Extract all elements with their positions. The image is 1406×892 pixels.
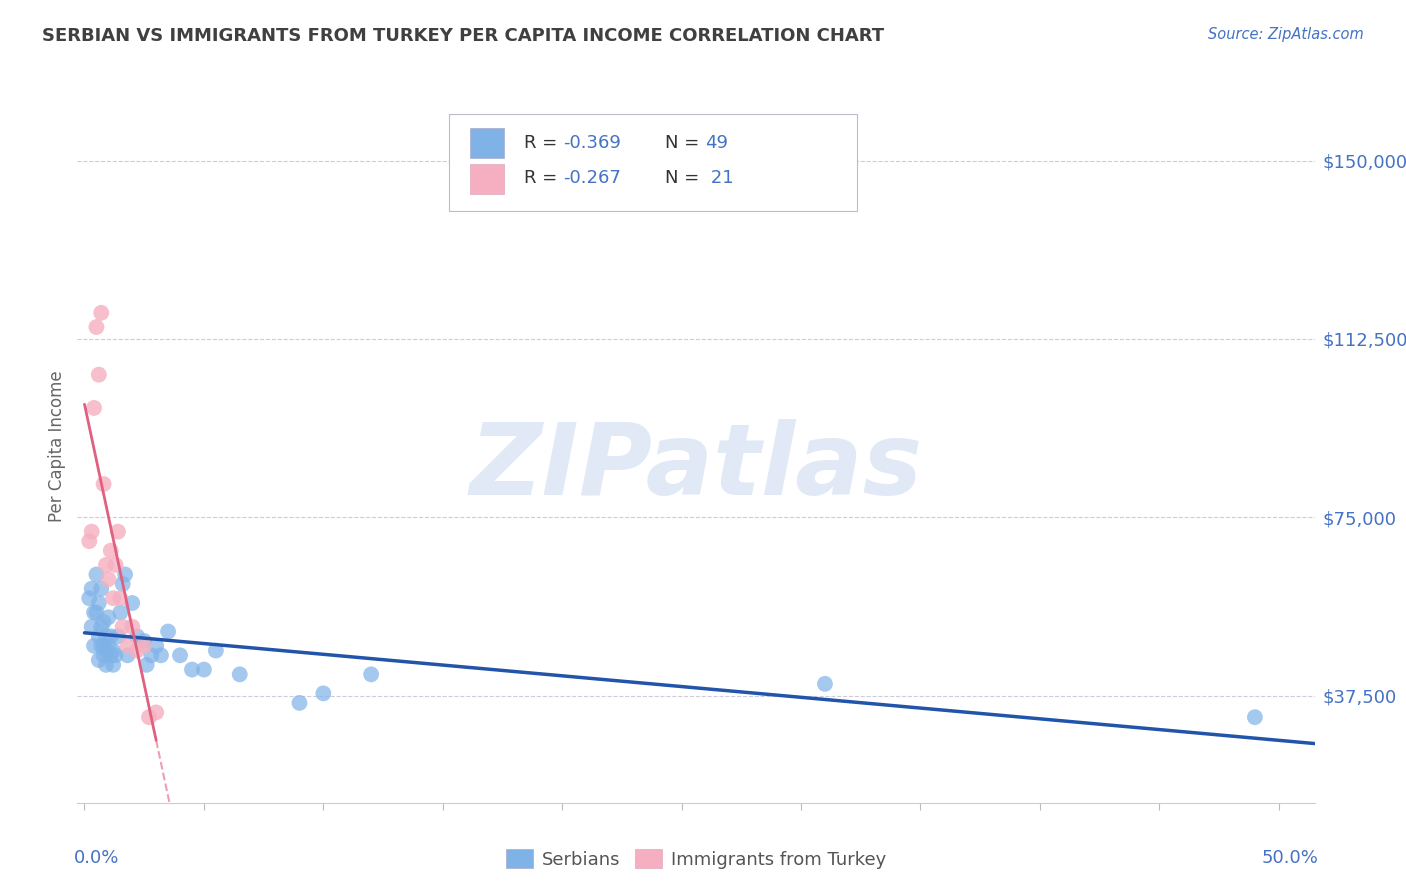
Point <box>111 577 134 591</box>
FancyBboxPatch shape <box>449 114 856 211</box>
Point <box>107 629 129 643</box>
Point <box>169 648 191 663</box>
Point <box>97 572 120 586</box>
Legend: Serbians, Immigrants from Turkey: Serbians, Immigrants from Turkey <box>499 842 893 876</box>
Text: ZIPatlas: ZIPatlas <box>470 419 922 516</box>
Point <box>80 582 103 596</box>
Point <box>101 657 124 672</box>
Point <box>93 639 115 653</box>
Point <box>83 606 105 620</box>
Point <box>125 643 148 657</box>
Point <box>93 648 115 663</box>
Point <box>94 657 117 672</box>
Point <box>80 620 103 634</box>
Point <box>312 686 335 700</box>
Point <box>90 639 112 653</box>
Text: SERBIAN VS IMMIGRANTS FROM TURKEY PER CAPITA INCOME CORRELATION CHART: SERBIAN VS IMMIGRANTS FROM TURKEY PER CA… <box>42 27 884 45</box>
Point <box>134 634 156 648</box>
Point <box>157 624 180 639</box>
Point <box>93 615 115 629</box>
Point <box>90 582 112 596</box>
Point <box>86 606 108 620</box>
Point <box>107 524 129 539</box>
Point <box>134 639 156 653</box>
Point <box>94 629 117 643</box>
Point <box>135 657 157 672</box>
Text: 0.0%: 0.0% <box>73 849 120 867</box>
Point <box>94 558 117 572</box>
Y-axis label: Per Capita Income: Per Capita Income <box>48 370 66 522</box>
Point <box>101 643 124 657</box>
Point <box>77 591 100 606</box>
Point <box>360 667 382 681</box>
Point <box>141 648 163 663</box>
Point <box>87 368 110 382</box>
Point <box>100 543 122 558</box>
Point <box>77 534 100 549</box>
Point <box>97 639 120 653</box>
Point <box>83 639 105 653</box>
Text: Source: ZipAtlas.com: Source: ZipAtlas.com <box>1208 27 1364 42</box>
Point <box>117 648 139 663</box>
Point <box>181 663 204 677</box>
Point <box>87 653 110 667</box>
Text: -0.369: -0.369 <box>564 134 621 152</box>
Point <box>205 643 228 657</box>
Point <box>90 306 112 320</box>
Point <box>110 606 132 620</box>
Point <box>145 639 167 653</box>
Text: 21: 21 <box>704 169 734 187</box>
Text: 49: 49 <box>704 134 728 152</box>
Point <box>87 596 110 610</box>
Point <box>125 629 148 643</box>
Point <box>93 477 115 491</box>
Point <box>138 710 160 724</box>
Point <box>814 677 837 691</box>
Point <box>114 567 136 582</box>
Point <box>86 567 108 582</box>
Point <box>101 591 124 606</box>
FancyBboxPatch shape <box>470 164 505 194</box>
Point <box>1244 710 1267 724</box>
Text: R =: R = <box>524 134 562 152</box>
Point <box>100 648 122 663</box>
Text: N =: N = <box>665 169 704 187</box>
Point <box>97 610 120 624</box>
Point <box>110 591 132 606</box>
Text: R =: R = <box>524 169 562 187</box>
Point <box>121 620 143 634</box>
Point <box>288 696 311 710</box>
Point <box>83 401 105 415</box>
Point <box>145 706 167 720</box>
Point <box>121 596 143 610</box>
Point <box>86 320 108 334</box>
Point <box>80 524 103 539</box>
Point <box>193 663 215 677</box>
FancyBboxPatch shape <box>470 128 505 159</box>
Point <box>100 629 122 643</box>
Point <box>104 558 127 572</box>
Text: N =: N = <box>665 134 704 152</box>
Point <box>117 639 139 653</box>
Text: 50.0%: 50.0% <box>1261 849 1319 867</box>
Point <box>90 620 112 634</box>
Point <box>149 648 172 663</box>
Point <box>229 667 252 681</box>
Point <box>111 620 134 634</box>
Point <box>104 648 127 663</box>
Point <box>87 629 110 643</box>
Point <box>94 643 117 657</box>
Text: -0.267: -0.267 <box>564 169 621 187</box>
